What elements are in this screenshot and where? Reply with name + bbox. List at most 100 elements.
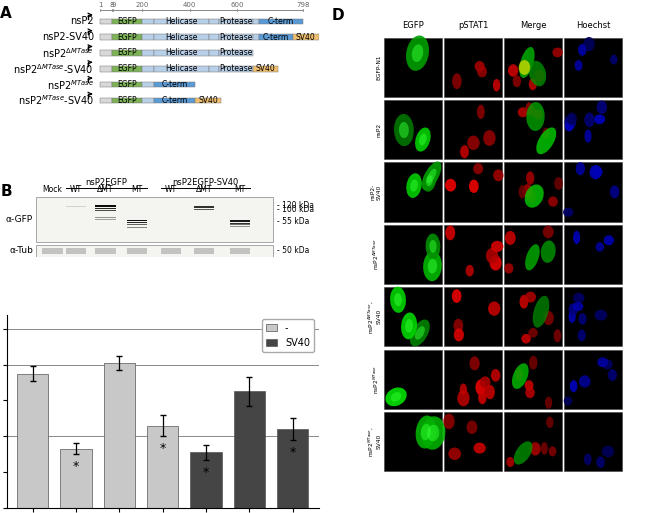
Ellipse shape [483, 130, 496, 146]
Text: - 120 kDa: - 120 kDa [277, 201, 313, 210]
Ellipse shape [594, 114, 605, 124]
Bar [147, 425, 178, 508]
Bar [194, 209, 214, 210]
Text: nsP2$^{MTase}$,
SV40: nsP2$^{MTase}$, SV40 [367, 426, 381, 457]
Ellipse shape [415, 326, 425, 340]
Bar [384, 412, 442, 471]
Bar [60, 449, 92, 508]
Bar [154, 18, 209, 24]
Ellipse shape [477, 66, 487, 77]
Ellipse shape [542, 128, 550, 139]
Ellipse shape [474, 61, 485, 72]
Bar [564, 412, 622, 471]
Ellipse shape [534, 70, 545, 82]
Ellipse shape [543, 226, 554, 238]
Bar [384, 100, 442, 160]
Bar [154, 34, 209, 40]
Text: SV40: SV40 [198, 96, 218, 105]
Text: Mock: Mock [43, 185, 62, 194]
Text: *: * [159, 442, 166, 455]
Bar [564, 38, 622, 97]
Ellipse shape [489, 255, 502, 270]
Bar [445, 100, 502, 160]
Ellipse shape [584, 129, 592, 143]
Text: EGFP: EGFP [117, 17, 136, 26]
Text: Protease: Protease [220, 33, 253, 42]
Ellipse shape [529, 356, 538, 370]
Bar [504, 100, 562, 160]
Bar [229, 248, 250, 253]
Text: nsP2EGFP-SV40: nsP2EGFP-SV40 [172, 178, 239, 187]
Bar [209, 34, 219, 40]
Text: α-Tub: α-Tub [9, 246, 33, 255]
Bar [142, 18, 154, 24]
Ellipse shape [517, 107, 528, 117]
Bar [161, 248, 181, 253]
Ellipse shape [512, 363, 528, 389]
Ellipse shape [549, 446, 556, 457]
Text: nsP2: nsP2 [70, 16, 94, 26]
Bar [209, 18, 219, 24]
Bar [154, 97, 195, 103]
Text: EGFP: EGFP [402, 21, 424, 30]
Ellipse shape [610, 185, 619, 199]
Bar [142, 66, 154, 71]
Bar [96, 219, 116, 220]
Bar [564, 225, 622, 284]
Text: nsP2$^{ΔMTase}$: nsP2$^{ΔMTase}$ [42, 46, 94, 60]
Ellipse shape [552, 48, 563, 57]
Bar [112, 82, 142, 87]
Ellipse shape [406, 173, 422, 198]
Ellipse shape [541, 241, 556, 263]
Ellipse shape [405, 319, 413, 332]
Ellipse shape [527, 106, 536, 116]
Text: EGFP: EGFP [117, 48, 136, 57]
Bar [259, 34, 292, 40]
Ellipse shape [533, 296, 549, 328]
Text: *: * [73, 460, 79, 473]
Ellipse shape [475, 380, 486, 396]
Ellipse shape [443, 413, 454, 429]
Bar [194, 206, 214, 208]
Ellipse shape [422, 170, 436, 192]
Bar [190, 452, 222, 508]
Bar [259, 18, 304, 24]
Ellipse shape [525, 103, 533, 113]
Ellipse shape [486, 248, 498, 263]
Ellipse shape [460, 145, 469, 158]
Text: ΔMT: ΔMT [98, 185, 114, 194]
Bar [142, 97, 154, 103]
Ellipse shape [573, 302, 583, 311]
Ellipse shape [569, 303, 578, 315]
Text: - 55 kDa: - 55 kDa [277, 217, 309, 226]
Ellipse shape [596, 457, 605, 468]
Ellipse shape [469, 180, 478, 193]
Text: B: B [0, 184, 12, 199]
Ellipse shape [514, 441, 532, 465]
Text: SV40: SV40 [256, 64, 276, 73]
Ellipse shape [522, 184, 533, 198]
Bar [17, 373, 48, 508]
Ellipse shape [573, 293, 584, 303]
Bar [96, 248, 116, 253]
Text: 9: 9 [111, 2, 116, 8]
Bar [504, 163, 562, 222]
Ellipse shape [516, 368, 523, 381]
Bar [36, 245, 274, 256]
Bar [445, 349, 502, 409]
Ellipse shape [578, 44, 586, 56]
Ellipse shape [485, 385, 495, 399]
Text: SV40: SV40 [296, 33, 315, 42]
Bar [219, 18, 254, 24]
Text: α-GFP: α-GFP [6, 215, 33, 224]
Text: 600: 600 [230, 2, 244, 8]
Bar [219, 50, 254, 56]
Bar [127, 222, 147, 223]
Ellipse shape [584, 112, 595, 127]
Text: nsP2-
SV40: nsP2- SV40 [370, 184, 381, 200]
Text: WT: WT [70, 185, 82, 194]
Text: C-term: C-term [161, 80, 188, 89]
Legend: -, SV40: -, SV40 [262, 320, 314, 352]
Ellipse shape [528, 61, 546, 86]
Ellipse shape [565, 122, 573, 131]
